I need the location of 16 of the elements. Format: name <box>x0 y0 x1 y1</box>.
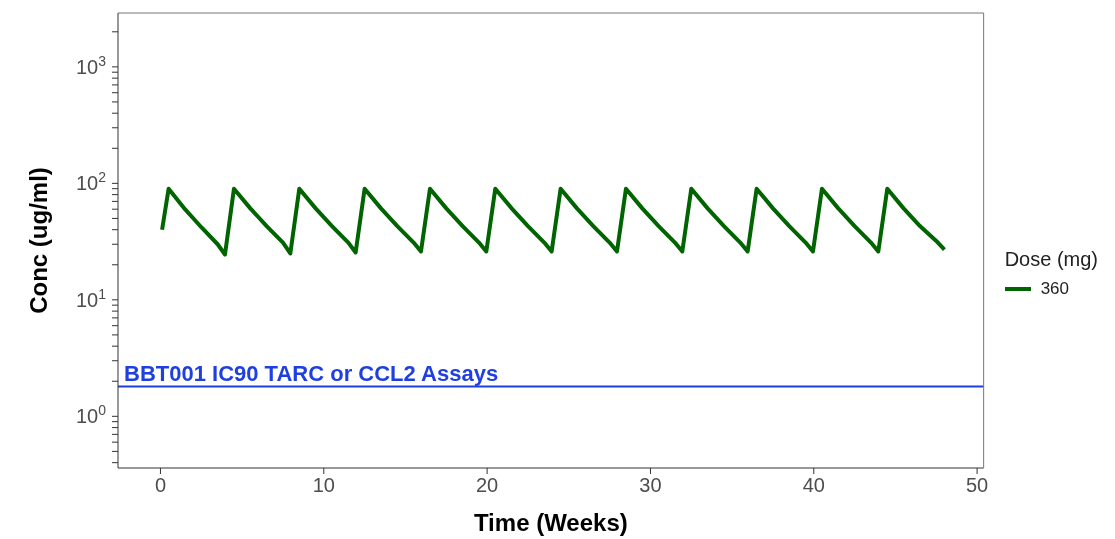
x-tick-label: 50 <box>965 474 989 496</box>
x-tick-label: 0 <box>154 474 167 496</box>
x-tick-label: 30 <box>639 474 662 496</box>
x-tick-label: 20 <box>476 474 499 496</box>
y-axis-title: Conc (ug/ml) <box>24 167 52 314</box>
ref-line-label: BBT001 IC90 TARC or CCL2 Assays <box>124 360 499 386</box>
x-tick-label: 40 <box>802 474 825 496</box>
legend-label: 360 <box>1040 278 1070 299</box>
y-tick-label: 10$^{2}$ <box>75 169 107 195</box>
legend-title: Dose (mg) <box>1004 247 1098 271</box>
y-tick-label: 10$^{1}$ <box>75 285 107 311</box>
line-series <box>160 186 947 257</box>
x-tick-label: 10 <box>312 474 335 496</box>
y-tick-label: 10$^{0}$ <box>75 402 107 428</box>
y-tick-label: 10$^{3}$ <box>75 52 107 78</box>
x-axis-title: Time (Weeks) <box>473 509 628 537</box>
